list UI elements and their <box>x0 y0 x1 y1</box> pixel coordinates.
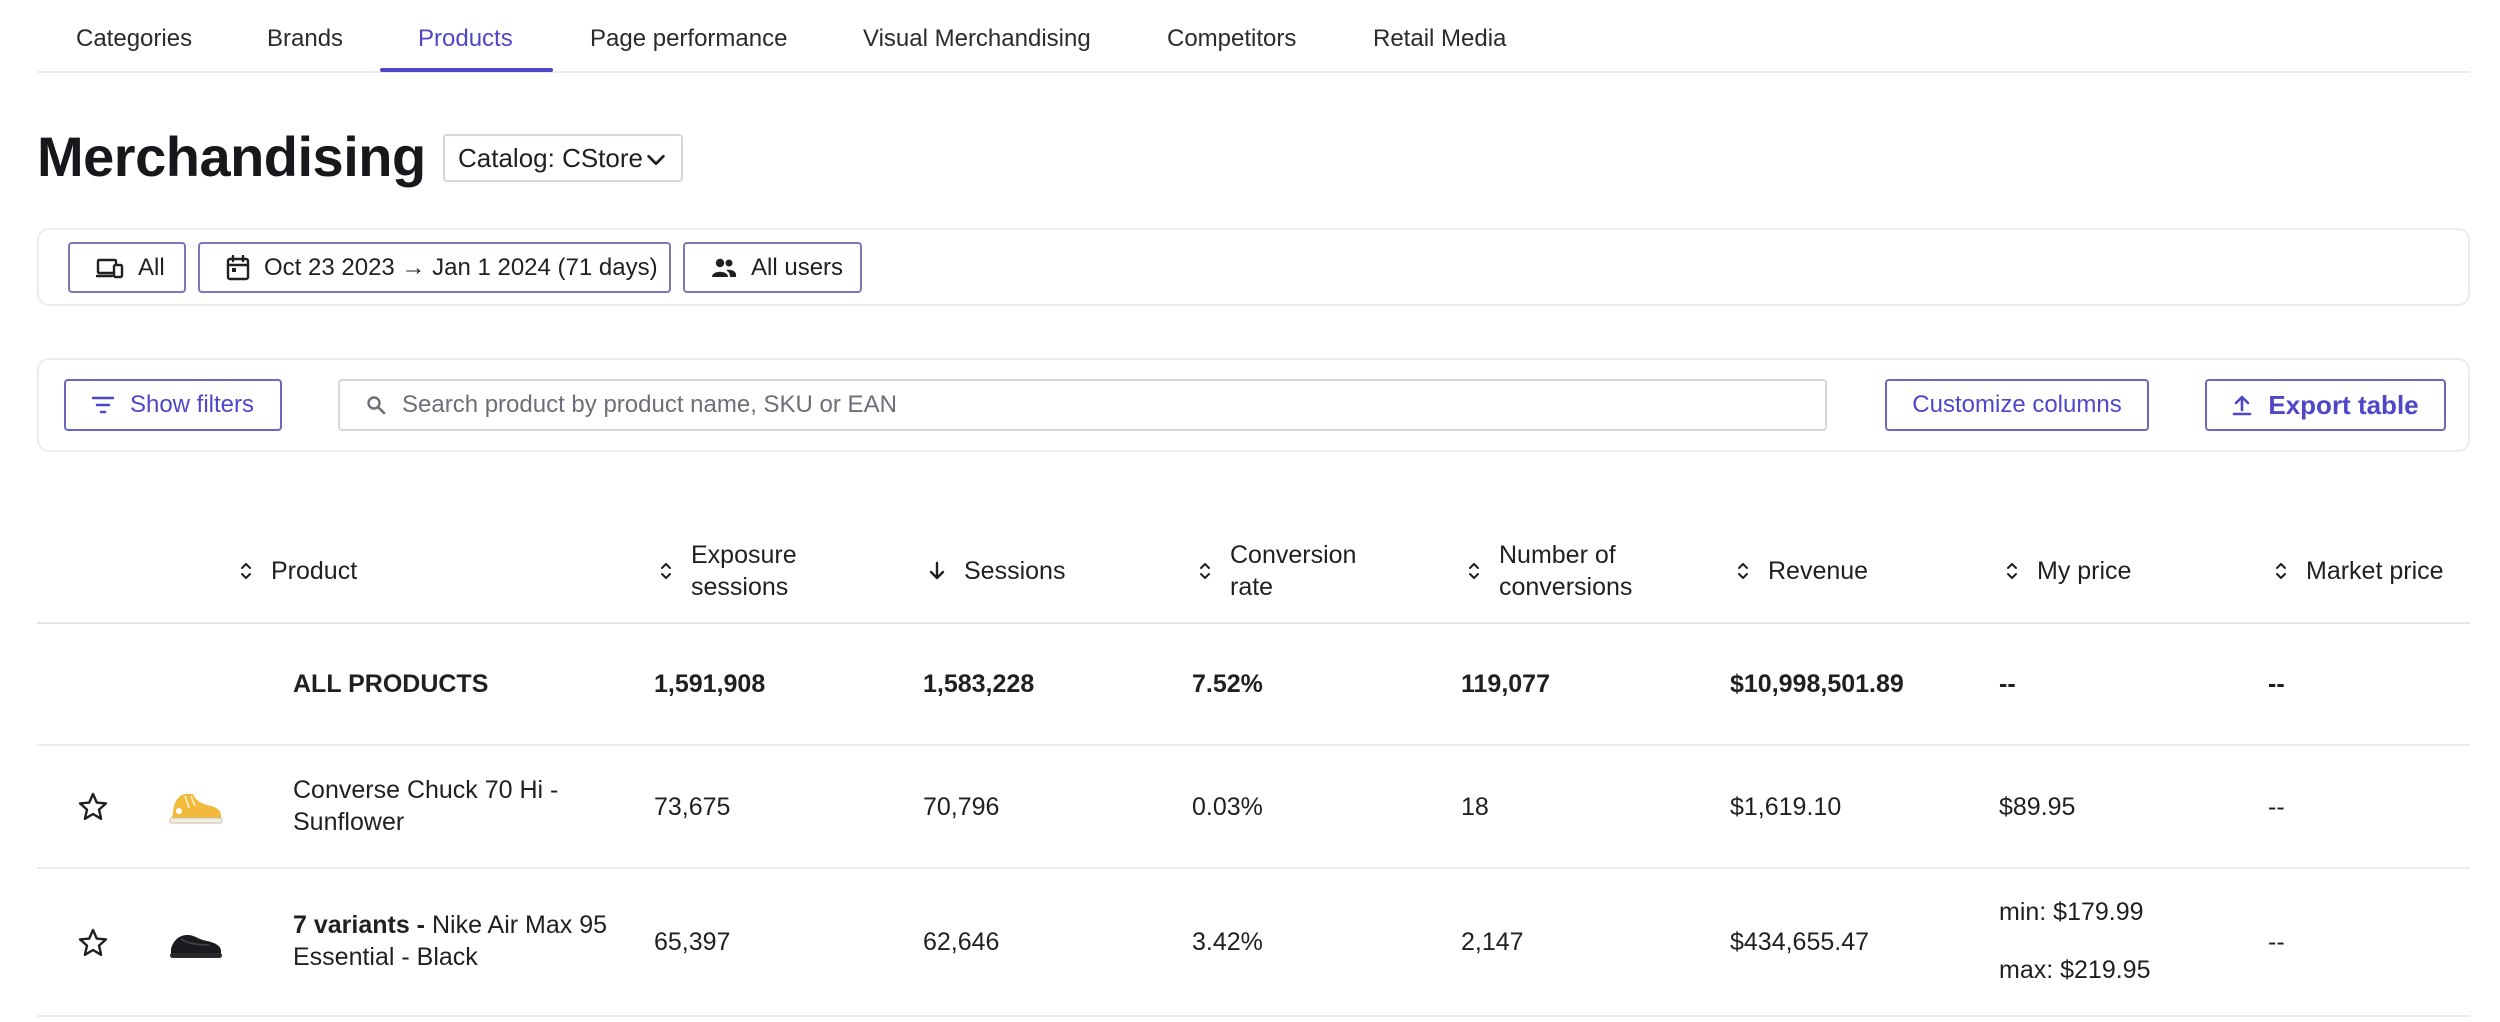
tab-competitors[interactable]: Competitors <box>1167 25 1297 52</box>
tab-brands[interactable]: Brands <box>267 25 344 52</box>
tab-retail-media[interactable]: Retail Media <box>1373 25 1507 52</box>
column-header-conversion-rate[interactable]: Conversion rate <box>1198 538 1378 604</box>
cell-my-price: $89.95 <box>1999 793 2076 821</box>
product-variants: 7 variants - <box>293 911 426 939</box>
cell-conversion-rate: 3.42% <box>1192 928 1263 956</box>
sort-icon <box>2007 563 2017 579</box>
star-icon[interactable] <box>77 791 109 823</box>
top-navigation: Categories Brands Products Page performa… <box>37 0 2470 73</box>
devices-icon <box>96 258 124 278</box>
product-name[interactable]: Converse Chuck 70 Hi - Sunflower <box>293 776 559 836</box>
cell-sessions: 70,796 <box>923 793 1000 821</box>
catalog-select[interactable]: Catalog: CStore <box>443 134 683 182</box>
table-row-totals: ALL PRODUCTS 1,591,908 1,583,228 7.52% 1… <box>37 624 2470 746</box>
date-range-button[interactable]: Oct 23 2023 → Jan 1 2024 (71 days) <box>198 242 671 293</box>
audience-filter-button[interactable]: All users <box>683 242 862 293</box>
column-header-product[interactable]: Product <box>239 538 357 604</box>
product-name-text: Nike Air Max 95 Essential - Black <box>293 911 608 971</box>
table-toolbar: Show filters Customize columns Export ta… <box>37 358 2470 452</box>
totals-my-price: -- <box>1999 670 2016 698</box>
page-title: Merchandising <box>37 125 426 188</box>
cell-my-price-min: min: $179.99 <box>1999 898 2144 926</box>
product-name[interactable]: 7 variants - Nike Air Max 95 Essential -… <box>293 909 613 973</box>
device-filter-button[interactable]: All <box>68 242 186 293</box>
upload-icon <box>2233 395 2252 416</box>
cell-number-of-conversions: 2,147 <box>1461 928 1524 956</box>
cell-revenue: $1,619.10 <box>1730 793 1842 821</box>
sort-icon <box>1200 563 1210 579</box>
totals-conversion-rate: 7.52% <box>1192 670 1263 698</box>
tab-categories[interactable]: Categories <box>76 25 193 52</box>
sort-icon <box>661 563 671 579</box>
table-row[interactable]: Converse Chuck 70 Hi - Sunflower 73,675 … <box>37 746 2470 869</box>
show-filters-label: Show filters <box>129 391 255 418</box>
cell-market-price: -- <box>2268 793 2285 821</box>
column-header-revenue[interactable]: Revenue <box>1736 538 1868 604</box>
totals-sessions: 1,583,228 <box>923 670 1035 698</box>
cell-revenue: $434,655.47 <box>1730 928 1870 956</box>
tab-products[interactable]: Products <box>418 25 513 52</box>
cell-sessions: 62,646 <box>923 928 1000 956</box>
column-header-number-of-conversions[interactable]: Number of conversions <box>1467 538 1667 604</box>
audience-filter-label: All users <box>751 253 844 281</box>
column-header-my-price[interactable]: My price <box>2005 538 2131 604</box>
totals-market-price: -- <box>2268 670 2285 698</box>
totals-label: ALL PRODUCTS <box>293 670 489 698</box>
cell-exposure-sessions: 65,397 <box>654 928 731 956</box>
calendar-icon <box>226 254 250 280</box>
column-header-exposure-sessions[interactable]: Exposure sessions <box>659 538 839 604</box>
active-tab-indicator <box>380 68 553 72</box>
cell-market-price: -- <box>2268 928 2285 956</box>
search-field[interactable] <box>338 379 1827 431</box>
column-header-sessions[interactable]: Sessions <box>928 538 1065 604</box>
chevron-down-icon <box>647 154 665 166</box>
search-input[interactable] <box>402 391 1825 419</box>
sort-icon <box>1469 563 1479 579</box>
export-table-button[interactable]: Export table <box>2205 379 2446 431</box>
tab-visual-merchandising[interactable]: Visual Merchandising <box>863 25 1091 52</box>
date-range-label: Oct 23 2023 → Jan 1 2024 (71 days) <box>264 253 658 281</box>
show-filters-button[interactable]: Show filters <box>64 379 282 431</box>
totals-number-of-conversions: 119,077 <box>1461 670 1550 698</box>
sort-icon <box>2276 563 2286 579</box>
search-icon <box>367 396 386 415</box>
cell-number-of-conversions: 18 <box>1461 793 1489 821</box>
cell-conversion-rate: 0.03% <box>1192 793 1263 821</box>
sort-icon <box>241 563 251 579</box>
table-row[interactable]: 7 variants - Nike Air Max 95 Essential -… <box>37 869 2470 1017</box>
customize-columns-label: Customize columns <box>1912 391 2122 418</box>
yellow-sneaker-icon <box>169 794 223 824</box>
users-icon <box>712 258 737 277</box>
catalog-select-value: Catalog: CStore <box>458 142 643 173</box>
export-table-label: Export table <box>2268 389 2419 420</box>
device-filter-label: All <box>138 253 165 281</box>
cell-my-price-max: max: $219.95 <box>1999 956 2151 984</box>
products-table: Product Exposure sessions Sessions Conve… <box>37 516 2470 1017</box>
sort-icon <box>1738 563 1748 579</box>
column-header-market-price[interactable]: Market price <box>2274 538 2444 604</box>
customize-columns-button[interactable]: Customize columns <box>1885 379 2149 431</box>
global-filters-bar: All Oct 23 2023 → Jan 1 2024 (71 days) A… <box>37 228 2470 306</box>
cell-exposure-sessions: 73,675 <box>654 793 731 821</box>
star-icon[interactable] <box>77 927 109 959</box>
filter-icon <box>91 396 114 414</box>
tab-page-performance[interactable]: Page performance <box>590 25 788 52</box>
arrow-down-icon <box>929 561 945 580</box>
black-sneaker-icon <box>170 935 222 958</box>
totals-revenue: $10,998,501.89 <box>1730 670 1904 698</box>
table-header: Product Exposure sessions Sessions Conve… <box>37 516 2470 624</box>
totals-exposure-sessions: 1,591,908 <box>654 670 766 698</box>
